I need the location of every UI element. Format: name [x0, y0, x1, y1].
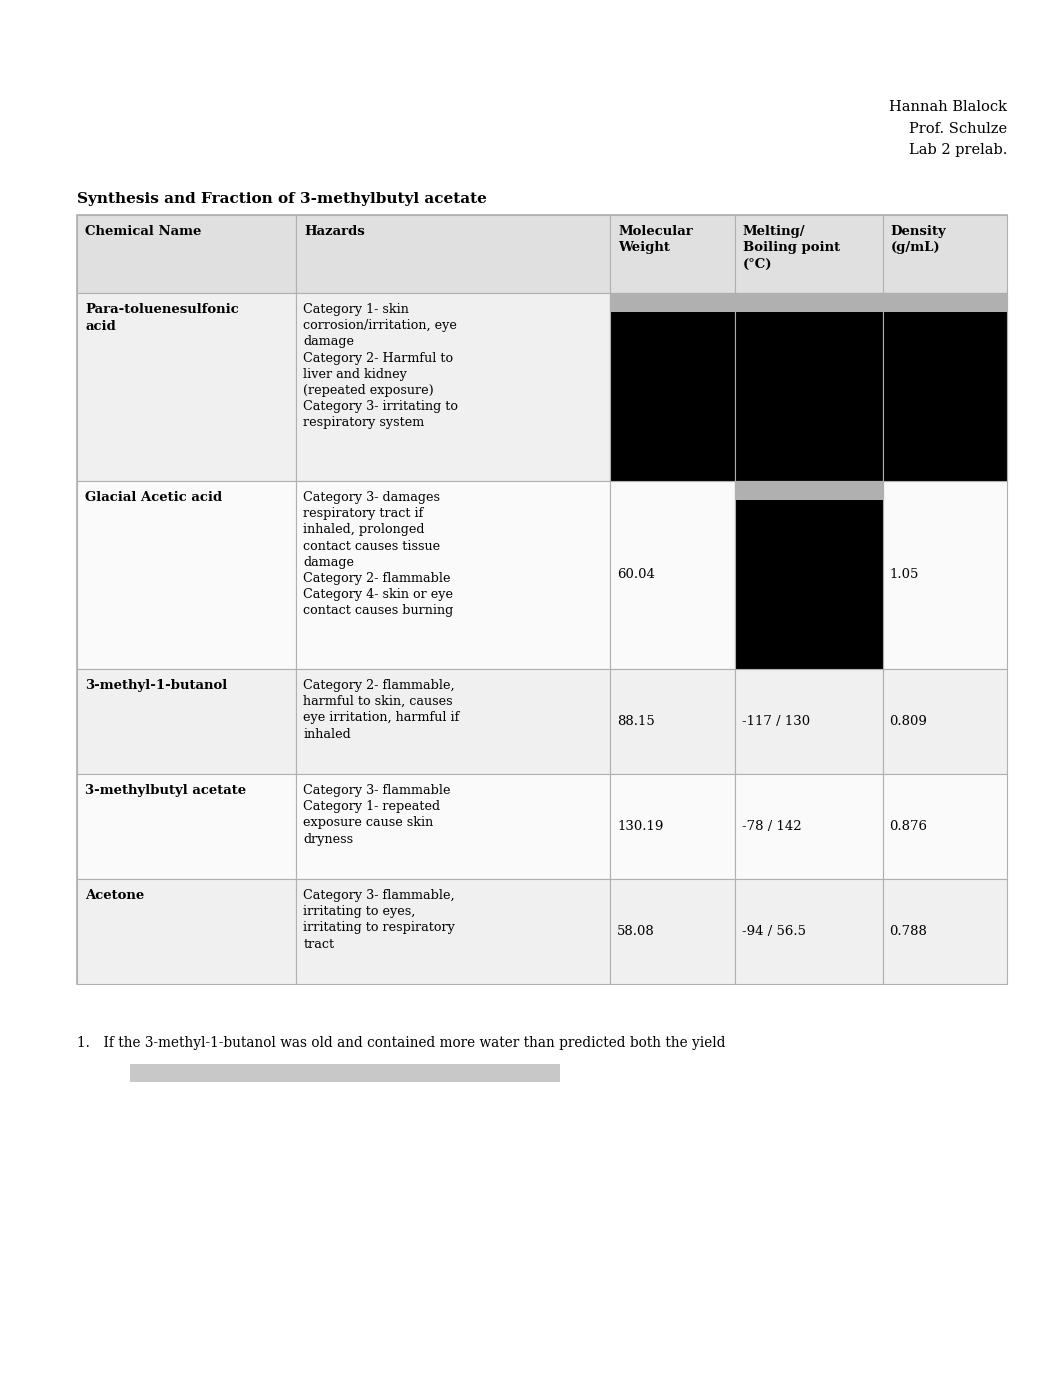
Text: 130.19: 130.19	[617, 819, 664, 833]
Bar	[735, 481, 883, 669]
Bar	[78, 879, 296, 985]
Text: 3-methylbutyl acetate: 3-methylbutyl acetate	[85, 784, 246, 797]
Bar	[883, 215, 1007, 293]
Bar	[296, 879, 611, 985]
Bar	[735, 774, 883, 879]
Bar	[883, 293, 1007, 481]
Bar	[883, 481, 1007, 669]
Text: Category 2- flammable,
harmful to skin, causes
eye irritation, harmful if
inhale: Category 2- flammable, harmful to skin, …	[303, 679, 460, 741]
Bar	[883, 879, 1007, 985]
Text: 0.788: 0.788	[890, 925, 927, 938]
Text: Category 3- flammable,
irritating to eyes,
irritating to respiratory
tract: Category 3- flammable, irritating to eye…	[303, 890, 455, 950]
Bar	[611, 481, 735, 669]
Bar	[296, 215, 611, 293]
Bar	[296, 774, 611, 879]
Text: 0.876: 0.876	[890, 819, 927, 833]
Text: Category 3- damages
respiratory tract if
inhaled, prolonged
contact causes tissu: Category 3- damages respiratory tract if…	[303, 492, 453, 617]
Text: 58.08: 58.08	[617, 925, 655, 938]
Text: 1.05: 1.05	[890, 569, 919, 581]
Bar	[883, 293, 1007, 311]
Bar	[296, 293, 611, 481]
Text: 1. If the 3-methyl-1-butanol was old and contained more water than predicted bot: 1. If the 3-methyl-1-butanol was old and…	[78, 1036, 725, 1051]
Text: Melting/
Boiling point
(°C): Melting/ Boiling point (°C)	[742, 224, 840, 271]
Bar	[883, 669, 1007, 774]
Bar	[735, 481, 883, 500]
Bar	[611, 293, 735, 481]
Bar	[611, 215, 735, 293]
Text: 3-methyl-1-butanol: 3-methyl-1-butanol	[85, 679, 227, 693]
Text: 60.04: 60.04	[617, 569, 655, 581]
Bar	[883, 293, 1007, 481]
Bar	[735, 293, 883, 481]
Bar	[78, 481, 296, 669]
Bar	[611, 669, 735, 774]
Text: Category 3- flammable
Category 1- repeated
exposure cause skin
dryness: Category 3- flammable Category 1- repeat…	[303, 784, 450, 845]
Bar	[78, 215, 296, 293]
Bar	[78, 669, 296, 774]
Text: Hannah Blalock
Prof. Schulze
Lab 2 prelab.: Hannah Blalock Prof. Schulze Lab 2 prela…	[889, 101, 1007, 157]
Bar	[735, 669, 883, 774]
Bar	[78, 774, 296, 879]
Bar	[735, 215, 883, 293]
Bar	[78, 293, 296, 481]
Text: -117 / 130: -117 / 130	[741, 715, 809, 728]
Bar	[611, 293, 735, 311]
Text: Para-toluenesulfonic
acid: Para-toluenesulfonic acid	[85, 303, 239, 332]
Bar	[735, 293, 883, 311]
Text: Glacial Acetic acid: Glacial Acetic acid	[85, 492, 222, 504]
Bar	[296, 669, 611, 774]
Text: 0.809: 0.809	[890, 715, 927, 728]
Text: Synthesis and Fraction of 3-methylbutyl acetate: Synthesis and Fraction of 3-methylbutyl …	[78, 191, 486, 207]
Bar	[735, 293, 883, 481]
Bar	[611, 879, 735, 985]
Text: Chemical Name: Chemical Name	[85, 224, 202, 238]
Bar	[130, 1064, 560, 1082]
Bar	[883, 774, 1007, 879]
Text: -78 / 142: -78 / 142	[741, 819, 801, 833]
Text: Hazards: Hazards	[304, 224, 365, 238]
Text: Density
(g/mL): Density (g/mL)	[891, 224, 946, 255]
Text: -94 / 56.5: -94 / 56.5	[741, 925, 805, 938]
Bar	[611, 293, 735, 481]
Text: Category 1- skin
corrosion/irritation, eye
damage
Category 2- Harmful to
liver a: Category 1- skin corrosion/irritation, e…	[303, 303, 458, 430]
Bar	[735, 879, 883, 985]
Text: Molecular
Weight: Molecular Weight	[618, 224, 692, 255]
Bar	[296, 481, 611, 669]
Text: 88.15: 88.15	[617, 715, 655, 728]
Bar	[611, 774, 735, 879]
Bar	[735, 481, 883, 669]
Bar	[78, 215, 1007, 985]
Text: Acetone: Acetone	[85, 890, 144, 902]
